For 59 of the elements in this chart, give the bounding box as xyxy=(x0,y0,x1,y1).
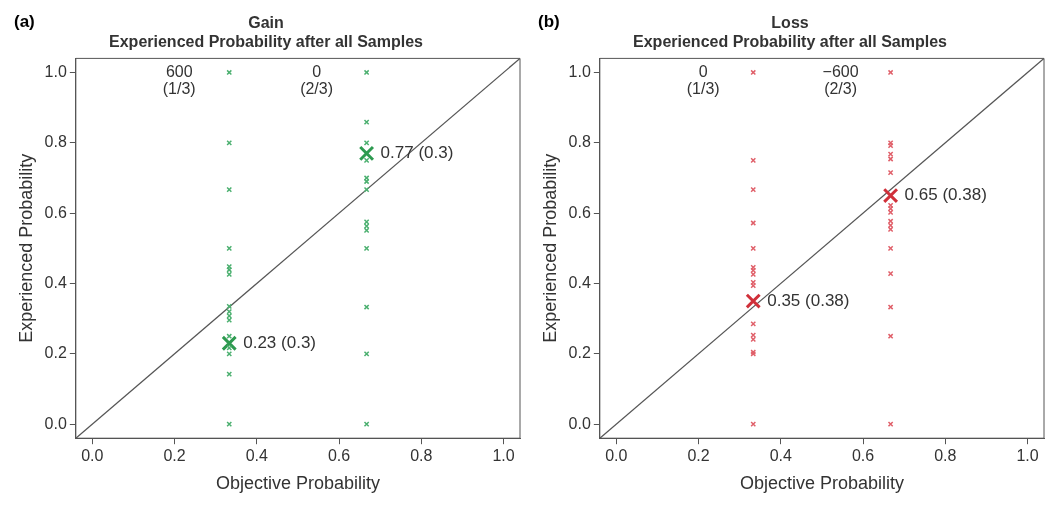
point xyxy=(363,157,370,164)
point xyxy=(226,139,233,146)
point xyxy=(887,270,894,277)
text: (b) xyxy=(538,12,560,32)
chart-subtitle: Experienced Probability after all Samples xyxy=(109,33,424,51)
point xyxy=(750,245,757,252)
y-tick-label: 0.6 xyxy=(44,203,67,221)
y-tick-label: 0.6 xyxy=(568,203,591,221)
data-label: 0.65 (0.38) xyxy=(904,185,987,205)
x-tick-label: 0.8 xyxy=(410,447,433,465)
point xyxy=(363,227,370,234)
chart-title: Loss xyxy=(771,14,809,32)
point xyxy=(745,293,762,309)
point xyxy=(363,69,370,76)
point xyxy=(226,312,233,319)
x-tick-label: 0.0 xyxy=(605,447,628,465)
x-tick-label: 0.2 xyxy=(163,447,186,465)
y-axis-title: Experienced Probability xyxy=(539,153,560,343)
y-tick-label: 0.2 xyxy=(44,344,67,362)
point xyxy=(887,69,894,76)
point xyxy=(363,186,370,193)
x-tick-label: 1.0 xyxy=(492,447,515,465)
y-tick-label: 0.8 xyxy=(44,133,67,151)
x-tick-label: 0.4 xyxy=(245,447,269,465)
x-tick-label: 1.0 xyxy=(1016,447,1039,465)
x-tick-label: 0.4 xyxy=(769,447,793,465)
point xyxy=(226,245,233,252)
x-tick-label: 0.6 xyxy=(327,447,351,465)
x-tick-label: 0.0 xyxy=(81,447,104,465)
y-axis-title: Experienced Probability xyxy=(15,153,36,343)
point xyxy=(882,187,899,204)
point xyxy=(358,145,375,162)
annotation: 0 (2/3) xyxy=(300,62,334,97)
x-axis-title: Objective Probability xyxy=(739,473,904,494)
y-tick-label: 0.2 xyxy=(568,344,591,362)
annotation: 0 (1/3) xyxy=(686,62,720,97)
y-tick-label: 0.4 xyxy=(568,273,591,291)
point xyxy=(226,333,233,340)
point xyxy=(226,371,233,378)
data-label: 0.35 (0.38) xyxy=(767,290,850,310)
chart-title: Gain xyxy=(248,14,284,32)
y-tick-label: 0.8 xyxy=(568,133,591,151)
point xyxy=(363,178,370,185)
x-axis-title: Objective Probability xyxy=(215,473,380,494)
y-tick-label: 0.4 xyxy=(44,273,67,291)
y-tick-label: 1.0 xyxy=(44,62,67,80)
x-tick-label: 0.2 xyxy=(687,447,710,465)
y-tick-label: 0.0 xyxy=(44,414,67,432)
data-label: 0.23 (0.3) xyxy=(243,332,317,352)
y-tick-label: 0.0 xyxy=(568,414,591,432)
text: (a) xyxy=(14,12,35,32)
annotation: 600 (1/3) xyxy=(162,62,196,97)
data-label: 0.77 (0.3) xyxy=(380,143,454,163)
x-tick-label: 0.6 xyxy=(851,447,875,465)
x-tick-label: 0.8 xyxy=(934,447,957,465)
annotation: −600 (2/3) xyxy=(822,62,859,97)
point xyxy=(221,335,238,352)
chart-subtitle: Experienced Probability after all Samples xyxy=(633,33,948,51)
y-tick-label: 1.0 xyxy=(568,62,591,80)
